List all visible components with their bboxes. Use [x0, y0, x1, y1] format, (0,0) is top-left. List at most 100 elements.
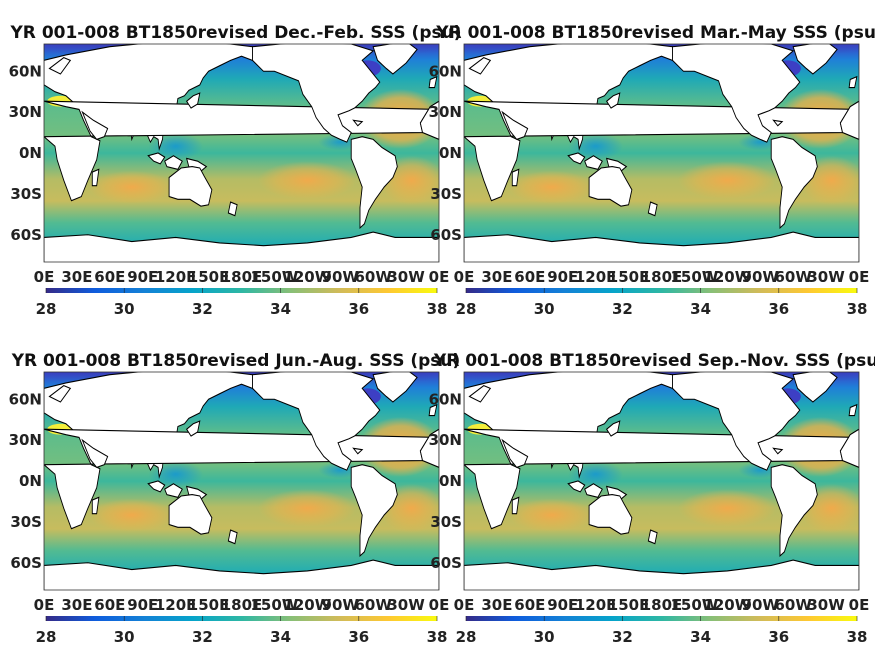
panel-title: YR 001-008 BT1850revised Dec.-Feb. SSS (…	[10, 23, 462, 43]
colorbar-tick-label: 30	[114, 628, 135, 646]
lon-tick-label: 0E	[34, 596, 55, 614]
lon-tick-label: 120E	[575, 596, 617, 614]
panel-title: YR 001-008 BT1850revised Sep.-Nov. SSS (…	[433, 351, 875, 371]
lon-tick-label: 150W	[250, 596, 298, 614]
lon-tick-label: 150W	[670, 596, 718, 614]
colorbar-tick-label: 34	[270, 300, 291, 318]
map-panel-djf: YR 001-008 BT1850revised Dec.-Feb. SSS (…	[9, 23, 462, 318]
colorbar-ramp	[466, 616, 857, 621]
lon-tick-label: 120W	[283, 268, 331, 286]
lon-tick-label: 150E	[188, 596, 230, 614]
lon-tick-label: 30E	[61, 268, 92, 286]
colorbar: 28 30 32 34 36 38	[36, 288, 448, 318]
lon-tick-label: 150E	[188, 268, 230, 286]
lon-tick-label: 180E	[641, 596, 683, 614]
lon-tick-label: 120E	[155, 596, 197, 614]
colorbar-tick-label: 34	[690, 628, 711, 646]
lon-tick-label: 0E	[429, 268, 450, 286]
panel-title: YR 001-008 BT1850revised Mar.-May SSS (p…	[435, 23, 875, 43]
lat-tick-label: 30S	[10, 513, 42, 531]
colorbar-tick-label: 32	[192, 628, 213, 646]
colorbar-tick-label: 32	[192, 300, 213, 318]
ocean-salinity-field	[464, 44, 859, 262]
colorbar-tick-label: 30	[534, 628, 555, 646]
lat-tick-label: 30N	[9, 431, 42, 449]
lat-tick-label: 60N	[9, 62, 42, 80]
lat-tick-label: 60S	[430, 226, 462, 244]
lon-tick-label: 30E	[481, 268, 512, 286]
lat-tick-label: 60S	[430, 554, 462, 572]
lon-tick-label: 30W	[387, 596, 425, 614]
lon-tick-label: 90W	[322, 596, 360, 614]
lon-tick-label: 150E	[608, 596, 650, 614]
lon-tick-label: 90E	[127, 596, 158, 614]
lat-tick-label: 60N	[429, 62, 462, 80]
colorbar-tick-label: 34	[270, 628, 291, 646]
lon-tick-label: 120W	[283, 596, 331, 614]
lon-tick-label: 0E	[34, 268, 55, 286]
colorbar-tick-label: 30	[114, 300, 135, 318]
lon-tick-label: 90W	[742, 596, 780, 614]
lon-tick-label: 30W	[387, 268, 425, 286]
lat-tick-label: 0N	[439, 472, 462, 490]
colorbar-tick-label: 32	[612, 300, 633, 318]
colorbar-tick-label: 36	[348, 300, 369, 318]
map-panel-mam: YR 001-008 BT1850revised Mar.-May SSS (p…	[429, 23, 875, 318]
colorbar: 28 30 32 34 36 38	[456, 288, 868, 318]
lon-tick-label: 30W	[807, 596, 845, 614]
lon-tick-label: 90E	[127, 268, 158, 286]
lat-tick-label: 60S	[10, 226, 42, 244]
lon-tick-label: 0E	[849, 268, 870, 286]
colorbar-ramp	[466, 288, 857, 293]
colorbar-tick-label: 34	[690, 300, 711, 318]
lon-tick-label: 120W	[703, 268, 751, 286]
lon-tick-label: 60E	[94, 596, 125, 614]
lon-tick-label: 150W	[250, 268, 298, 286]
colorbar-tick-label: 28	[36, 628, 57, 646]
colorbar-tick-label: 38	[847, 300, 868, 318]
colorbar: 28 30 32 34 36 38	[36, 616, 447, 646]
lon-tick-label: 180E	[221, 596, 263, 614]
map-frame	[463, 43, 860, 263]
lon-tick-label: 30W	[807, 268, 845, 286]
lon-tick-label: 90W	[322, 268, 360, 286]
map-frame	[43, 371, 440, 591]
ocean-salinity-field	[44, 44, 439, 262]
lon-tick-label: 60W	[354, 596, 392, 614]
colorbar-ramp	[46, 616, 437, 621]
lat-tick-label: 30S	[10, 185, 42, 203]
ocean-salinity-field	[464, 372, 859, 590]
colorbar-tick-label: 38	[427, 300, 448, 318]
lon-tick-label: 0E	[849, 596, 870, 614]
lon-tick-label: 120E	[575, 268, 617, 286]
lat-tick-label: 0N	[439, 144, 462, 162]
colorbar-tick-label: 32	[612, 628, 633, 646]
colorbar-ramp	[46, 288, 437, 293]
lat-tick-label: 30N	[9, 103, 42, 121]
lon-tick-label: 30E	[481, 596, 512, 614]
lat-tick-label: 30N	[429, 431, 462, 449]
lon-tick-label: 120W	[703, 596, 751, 614]
map-frame	[43, 43, 440, 263]
lon-tick-label: 60E	[514, 268, 545, 286]
lon-tick-label: 90E	[547, 268, 578, 286]
lon-tick-label: 60E	[514, 596, 545, 614]
lat-tick-label: 30N	[429, 103, 462, 121]
map-panel-son: YR 001-008 BT1850revised Sep.-Nov. SSS (…	[429, 351, 875, 646]
lat-tick-label: 60S	[10, 554, 42, 572]
colorbar-tick-label: 28	[36, 300, 57, 318]
lat-tick-label: 60N	[9, 390, 42, 408]
lon-tick-label: 0E	[454, 268, 475, 286]
colorbar-tick-label: 36	[348, 628, 369, 646]
lon-tick-label: 0E	[454, 596, 475, 614]
colorbar-tick-label: 36	[768, 300, 789, 318]
colorbar-tick-label: 38	[847, 628, 868, 646]
lon-tick-label: 60E	[94, 268, 125, 286]
colorbar-tick-label: 30	[534, 300, 555, 318]
map-panel-jja: YR 001-008 BT1850revised Jun.-Aug. SSS (…	[9, 351, 461, 646]
lon-tick-label: 60W	[774, 596, 812, 614]
lon-tick-label: 180E	[221, 268, 263, 286]
lon-tick-label: 120E	[155, 268, 197, 286]
lon-tick-label: 30E	[61, 596, 92, 614]
